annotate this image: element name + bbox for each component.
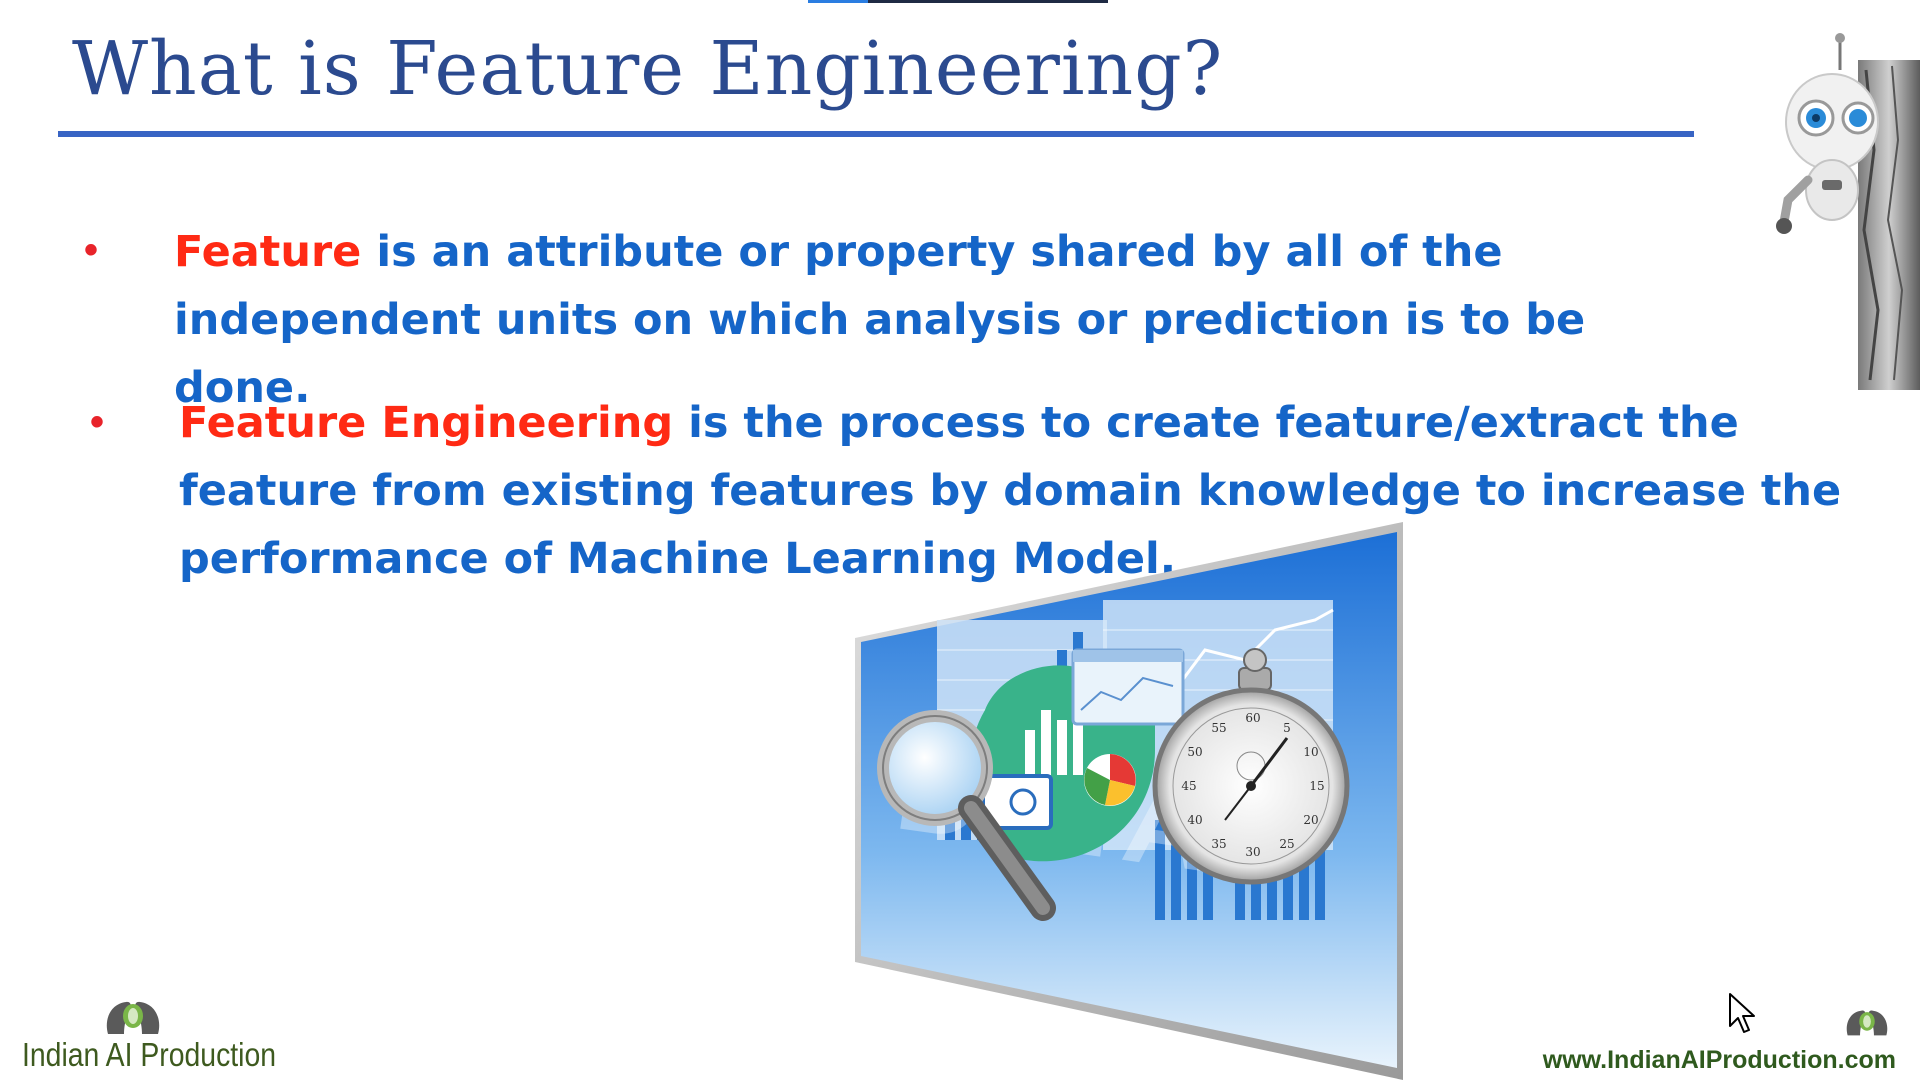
brain-head-logo-icon: [102, 998, 164, 1043]
watch-num-20: 20: [1303, 813, 1318, 827]
watch-num-35: 35: [1211, 837, 1226, 851]
bullet-2: Feature Engineering is the process to cr…: [179, 389, 1869, 593]
title-underline: [58, 131, 1694, 137]
bullet-1-text: is an attribute or property shared by al…: [174, 227, 1586, 413]
data-analytics-illustration: DATA 60: [855, 520, 1415, 1080]
watch-num-50: 50: [1187, 745, 1202, 759]
watch-num-15: 15: [1309, 779, 1324, 793]
top-tab-bar: [808, 0, 1108, 3]
watch-num-60: 60: [1245, 711, 1260, 725]
bullet-1-keyword: Feature: [174, 227, 362, 277]
bullet-marker-1: •: [84, 228, 99, 272]
magnifying-glass-icon: [877, 710, 1056, 921]
slide-title: What is Feature Engineering?: [72, 26, 1224, 112]
watch-num-55: 55: [1211, 721, 1226, 735]
mouse-cursor-icon: [1728, 992, 1756, 1041]
watch-num-25: 25: [1279, 837, 1294, 851]
brand-logo: Indian AI Production: [22, 998, 276, 1080]
watch-num-40: 40: [1187, 813, 1202, 827]
website-link[interactable]: www.IndianAIProduction.com: [1542, 1046, 1896, 1074]
bullet-2-text: is the process to create feature/extract…: [179, 398, 1842, 584]
brain-head-logo-icon: [1843, 1006, 1891, 1045]
bullet-1: Feature is an attribute or property shar…: [174, 218, 1674, 422]
robot-mascot-icon: [1774, 30, 1920, 418]
stopwatch-icon: 60 5 10 15 20 25 30 35 40 45 50 55: [1152, 648, 1350, 885]
watch-num-45: 45: [1181, 779, 1196, 793]
brand-name: Indian AI Production: [22, 1036, 277, 1073]
top-tab-accent: [808, 0, 868, 3]
watch-num-10: 10: [1303, 745, 1318, 759]
bullet-marker-2: •: [90, 400, 105, 444]
watch-num-30: 30: [1245, 845, 1260, 859]
bullet-2-keyword: Feature Engineering: [179, 398, 674, 448]
watch-num-5: 5: [1283, 721, 1291, 735]
